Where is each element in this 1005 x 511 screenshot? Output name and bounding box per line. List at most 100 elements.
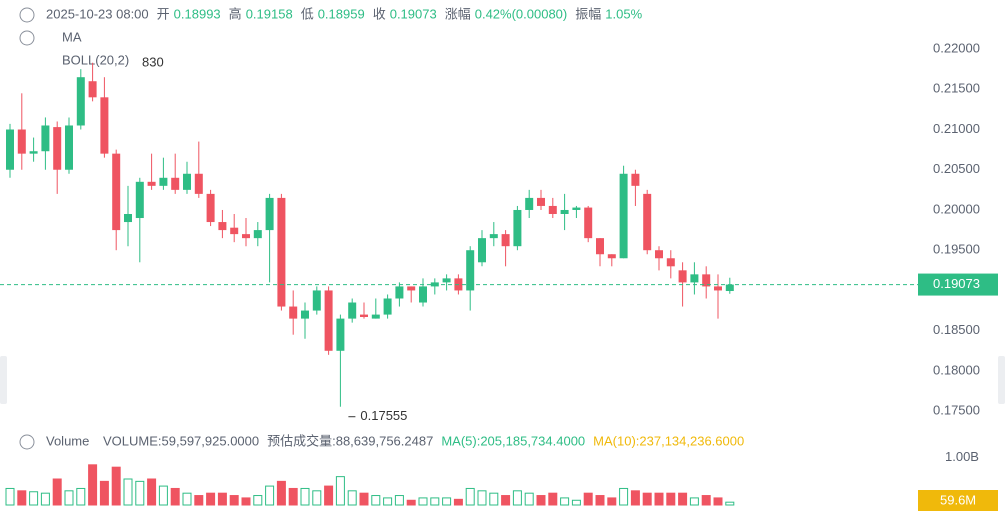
volume-bar [135, 480, 145, 506]
candle-body [171, 177, 180, 190]
volume-bar [630, 490, 640, 506]
candle-body [29, 151, 38, 154]
y-tick-label: 0.17500 [933, 403, 980, 418]
volume-bar [158, 485, 168, 506]
volume-bar [206, 492, 216, 506]
candle-body [100, 97, 109, 154]
y-tick-label: 0.21000 [933, 121, 980, 136]
candle-body [65, 125, 73, 170]
field-value: 0.18959 [318, 6, 365, 21]
volume-bar [170, 487, 180, 506]
volume-bar [418, 497, 428, 506]
candle-body [572, 207, 581, 210]
volume-bar [217, 492, 227, 506]
volume-bar [501, 495, 511, 506]
candle-body [147, 181, 156, 186]
volume-bar [359, 492, 369, 506]
scroll-left[interactable] [0, 356, 7, 404]
volume-bar [607, 497, 617, 506]
scroll-right[interactable] [998, 356, 1005, 404]
volume-bar [64, 490, 74, 506]
volume-bar [123, 478, 133, 506]
volume-legend: 预估成交量:88,639,756.2487 [267, 433, 433, 448]
y-tick-label: 0.21500 [933, 81, 980, 96]
y-tick-label: 0.20500 [933, 161, 980, 176]
axis-panel [918, 0, 1005, 511]
volume-bar [229, 495, 239, 506]
candle-body [265, 197, 274, 231]
volume-bar [465, 487, 475, 506]
volume-bar [725, 501, 735, 506]
volume-title: Volume [46, 433, 89, 448]
field-label: 收 [373, 6, 386, 21]
candle-body [548, 205, 557, 214]
candle-body [17, 129, 26, 154]
last-price-tag [918, 273, 998, 296]
volume-bar [666, 492, 676, 506]
y-tick-label: 1.00B [945, 449, 979, 464]
y-tick-label: 0.20000 [933, 201, 980, 216]
candle-body [124, 214, 132, 223]
volume-bar [406, 499, 416, 506]
volume-bar [76, 487, 86, 506]
field-label: 振幅 [575, 6, 601, 21]
candle-body [371, 314, 380, 319]
volume-bar [347, 490, 357, 506]
candle-body [88, 81, 97, 98]
volume-bar [536, 495, 546, 506]
candle-body [159, 177, 168, 186]
candle-body [289, 306, 298, 319]
volume-bar [489, 492, 499, 506]
volume-bar [111, 466, 121, 506]
candle-body [53, 127, 62, 170]
y-tick-label: 0.19500 [933, 242, 980, 257]
field-value: 1.05% [605, 6, 642, 21]
volume-bar [571, 499, 581, 506]
candle-body [41, 125, 50, 152]
collapse-icon[interactable] [19, 434, 35, 450]
volume-bar [312, 490, 322, 506]
field-label: 开 [157, 6, 170, 21]
volume-bar [524, 492, 534, 506]
datetime: 2025-10-23 08:00 [46, 6, 149, 21]
last-price-label: 0.19073 [933, 276, 980, 291]
field-value: 0.42%(0.00080) [475, 6, 568, 21]
low-label: 0.17555 [360, 408, 407, 423]
collapse-icon[interactable] [19, 7, 35, 23]
volume-bar [619, 487, 629, 506]
candle-body [135, 181, 144, 219]
y-tick-label: 0.18500 [933, 322, 980, 337]
volume-legend: VOLUME:59,597,925.0000 [103, 433, 259, 448]
volume-legend: MA(10):237,134,236.6000 [593, 433, 744, 448]
candle-body [324, 290, 333, 351]
volume-bar [265, 485, 275, 506]
candle-body [206, 193, 215, 223]
candle-body [560, 209, 569, 214]
candle-body [501, 234, 510, 247]
candle-body [513, 209, 522, 247]
candle-body [478, 238, 486, 263]
candle-body [360, 314, 368, 317]
volume-bar [52, 478, 62, 506]
candle-body [442, 278, 451, 283]
candle-body [76, 77, 85, 126]
candle-body [655, 250, 663, 259]
volume-bar [324, 485, 334, 506]
candle-body [253, 230, 262, 239]
ma-indicator[interactable]: MA [62, 29, 82, 44]
volume-bar [88, 464, 98, 506]
volume-bar [335, 476, 345, 506]
boll-indicator[interactable]: BOLL(20,2) [62, 52, 129, 67]
collapse-icon[interactable] [19, 30, 35, 46]
high-mark: 830 [142, 54, 164, 69]
candle-body [643, 193, 652, 251]
candle-body [419, 286, 427, 303]
field-value: 0.19073 [390, 6, 437, 21]
volume-bar [194, 495, 204, 506]
volume-bar [642, 492, 652, 506]
volume-bar [300, 487, 310, 506]
candle-body [714, 286, 722, 291]
volume-tag [918, 490, 998, 511]
candle-body [666, 258, 675, 267]
volume-bar [253, 495, 263, 506]
